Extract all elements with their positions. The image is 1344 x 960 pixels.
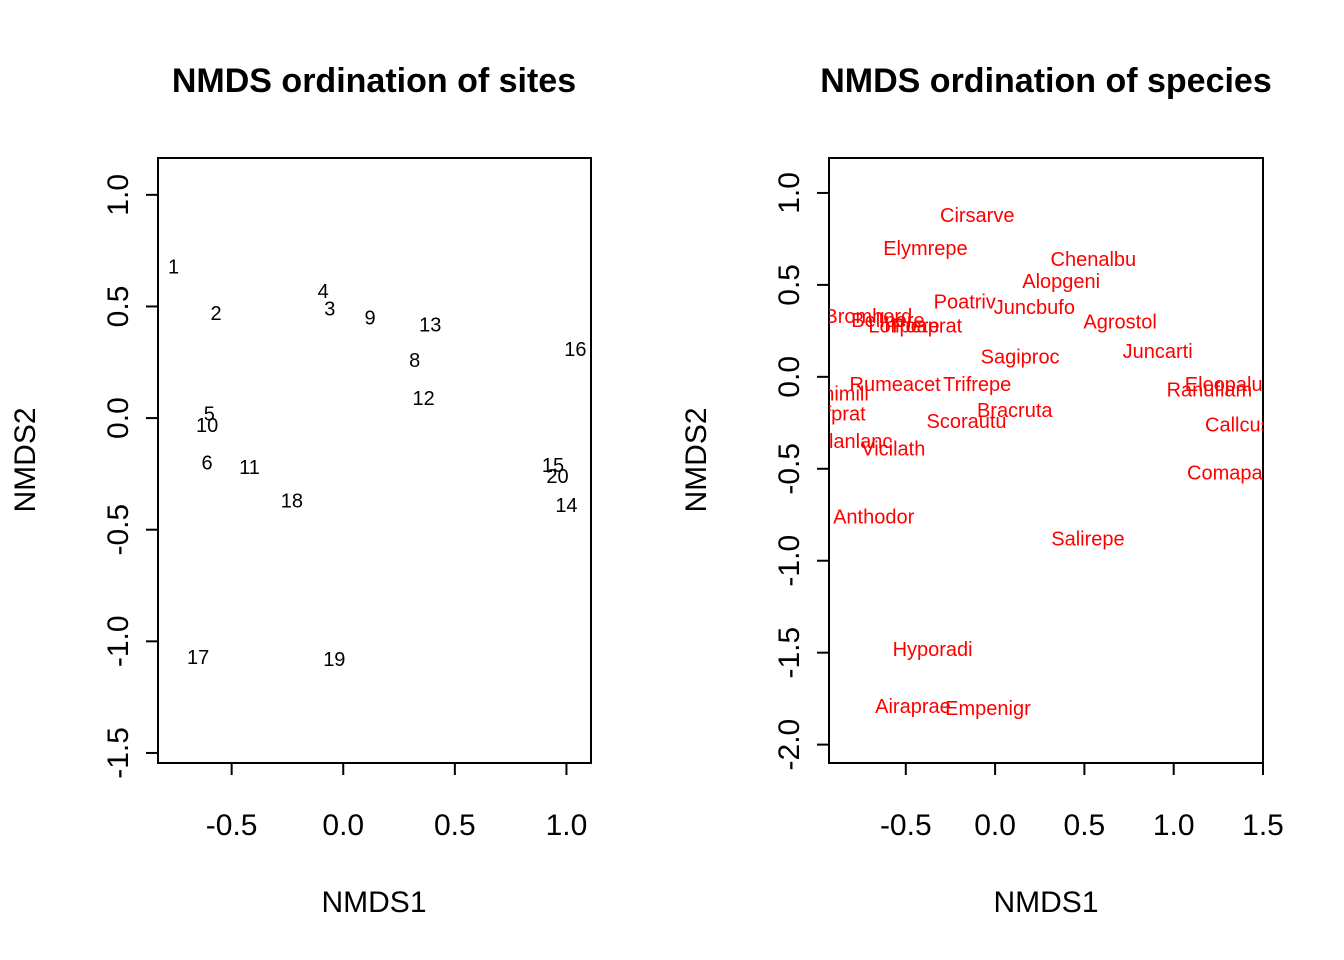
sites-y-axis: -1.5 -1.0 -0.5 0.0 0.5 1.0	[102, 174, 159, 779]
species-point-label: Empenigr	[945, 698, 1031, 720]
sites-y-tick-label: 1.0	[102, 174, 135, 216]
species-points: CirsarveElymrepeChenalbuAlopgeniPoatrivJ…	[800, 205, 1282, 720]
sites-point-label: 17	[187, 647, 209, 669]
species-point-label: Trifprat	[803, 404, 866, 426]
species-point-label: Bromhord	[824, 306, 912, 328]
species-point-label: Sagiproc	[981, 347, 1060, 369]
sites-point-label: 18	[281, 491, 303, 513]
species-y-tick-label: -1.0	[773, 535, 806, 587]
species-y-tick-label: 0.0	[773, 356, 806, 398]
species-x-tick-label: 1.0	[1153, 809, 1195, 842]
sites-point-label: 6	[202, 453, 213, 475]
species-chart-title: NMDS ordination of species	[820, 62, 1272, 100]
sites-chart-title: NMDS ordination of sites	[172, 62, 576, 100]
species-point-label: Vicilath	[861, 439, 925, 461]
sites-point-label: 20	[546, 466, 568, 488]
species-y-tick-label: 1.0	[773, 172, 806, 214]
species-point-label: Achimill	[800, 383, 869, 405]
species-point-label: Rumeacet	[850, 374, 942, 396]
species-x-tick-label: 1.5	[1242, 809, 1284, 842]
species-y-tick-label: 0.5	[773, 264, 806, 306]
sites-point-label: 13	[419, 314, 441, 336]
species-y-tick-label: -1.5	[773, 627, 806, 679]
sites-x-tick-label: -0.5	[206, 809, 258, 842]
species-x-tick-label: -0.5	[880, 809, 932, 842]
sites-point-label: 9	[364, 308, 375, 330]
species-y-tick-label: -2.0	[773, 719, 806, 771]
species-point-label: Trifrepe	[943, 374, 1011, 396]
species-point-label: Airaprae	[875, 696, 951, 718]
sites-y-tick-label: -1.5	[102, 727, 135, 779]
species-point-label: Anthodor	[833, 507, 915, 529]
species-point-label: Poaprat	[892, 315, 962, 337]
species-y-axis-label: NMDS2	[680, 407, 713, 512]
species-point-label: Bracruta	[977, 400, 1053, 422]
species-point-label: Poatriv	[934, 291, 996, 313]
species-panel: NMDS ordination of species -0.5 0.0 0.5 1.0…	[680, 62, 1284, 919]
species-x-axis-label: NMDS1	[993, 886, 1098, 919]
sites-point-label: 11	[239, 457, 260, 479]
sites-x-axis-label: NMDS1	[321, 886, 426, 919]
species-point-label: Lolipere	[868, 315, 939, 337]
sites-point-label: 19	[323, 649, 345, 671]
sites-y-tick-label: -0.5	[102, 504, 135, 556]
species-point-label: Alopgeni	[1022, 271, 1100, 293]
sites-plot-frame	[157, 157, 592, 764]
sites-point-label: 2	[210, 303, 221, 325]
species-point-label: Juncarti	[1123, 341, 1193, 363]
species-point-label: Ranuflam	[1167, 380, 1253, 402]
species-point-label: Comapalu	[1187, 462, 1278, 484]
species-point-label: Bellpere	[851, 310, 924, 332]
sites-point-label: 16	[564, 339, 586, 361]
species-point-label: Hyporadi	[893, 639, 973, 661]
sites-x-axis: -0.5 0.0 0.5 1.0	[206, 762, 588, 842]
sites-point-label: 5	[204, 404, 215, 426]
sites-point-label: 12	[412, 388, 434, 410]
sites-x-tick-label: 0.5	[434, 809, 476, 842]
sites-y-tick-label: 0.0	[102, 397, 135, 439]
species-point-label: Scorautu	[926, 411, 1006, 433]
sites-point-label: 14	[555, 495, 577, 517]
sites-y-tick-label: 0.5	[102, 286, 135, 328]
species-point-label: Callcusp	[1205, 415, 1282, 437]
species-point-label: Salirepe	[1051, 529, 1124, 551]
species-y-tick-label: -0.5	[773, 443, 806, 495]
species-point-label: Elymrepe	[883, 238, 967, 260]
species-point-label: Juncbufo	[994, 297, 1075, 319]
species-x-axis: -0.5 0.0 0.5 1.0 1.5	[880, 762, 1284, 842]
sites-point-label: 1	[168, 256, 179, 278]
sites-point-label: 15	[542, 455, 564, 477]
species-y-axis: -2.0 -1.5 -1.0 -0.5 0.0 0.5 1.0	[773, 172, 830, 771]
sites-point-label: 3	[324, 299, 335, 321]
species-x-tick-label: 0.0	[974, 809, 1016, 842]
sites-x-tick-label: 1.0	[546, 809, 588, 842]
species-point-label: Planlanc	[816, 431, 893, 453]
sites-point-label: 10	[196, 415, 218, 437]
sites-y-axis-label: NMDS2	[9, 407, 42, 512]
species-point-label: Cirsarve	[940, 205, 1014, 227]
species-point-label: Eleopalu	[1185, 374, 1263, 396]
sites-panel: NMDS ordination of sites -0.5 0.0 0.5 1.0 -…	[9, 62, 592, 919]
sites-point-label: 4	[318, 281, 329, 303]
sites-y-tick-label: -1.0	[102, 615, 135, 667]
sites-point-label: 8	[409, 350, 420, 372]
species-point-label: Agrostol	[1083, 312, 1156, 334]
species-point-label: Chenalbu	[1051, 249, 1137, 271]
species-x-tick-label: 0.5	[1064, 809, 1106, 842]
sites-x-tick-label: 0.0	[322, 809, 364, 842]
